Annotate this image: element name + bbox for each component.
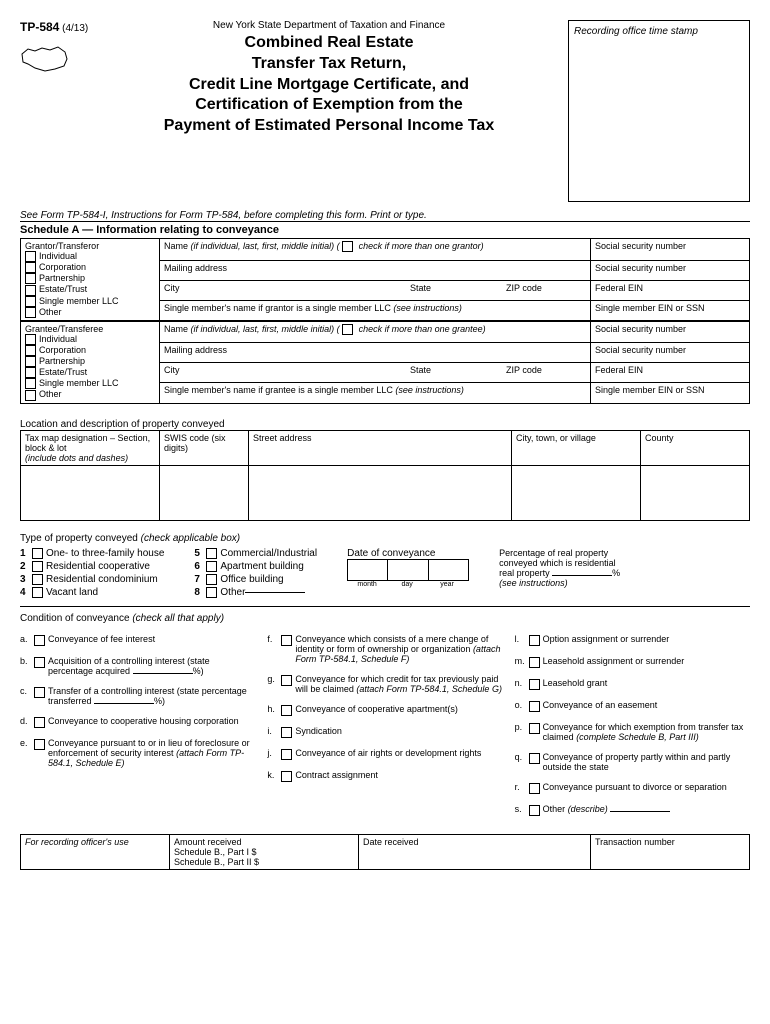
- grantee-estate-checkbox[interactable]: [25, 367, 36, 378]
- date-conveyance-input[interactable]: [347, 559, 469, 581]
- prop-5-checkbox[interactable]: [206, 548, 217, 559]
- cond-b-checkbox[interactable]: [34, 657, 45, 668]
- cond-g-checkbox[interactable]: [281, 675, 292, 686]
- prop-1-checkbox[interactable]: [32, 548, 43, 559]
- grantor-mailing[interactable]: Mailing address: [160, 260, 591, 280]
- conditions-header: Condition of conveyance: [20, 613, 130, 624]
- instructions: See Form TP-584-I, Instructions for Form…: [20, 210, 750, 221]
- form-date: (4/13): [62, 23, 88, 34]
- street-input[interactable]: [249, 465, 512, 520]
- multi-grantee-checkbox[interactable]: [342, 324, 353, 335]
- dept-name: New York State Department of Taxation an…: [90, 20, 568, 31]
- cond-d-checkbox[interactable]: [34, 717, 45, 728]
- recording-officer-label: For recording officer's use: [21, 834, 170, 869]
- cond-l-checkbox[interactable]: [529, 635, 540, 646]
- cond-s-input[interactable]: [610, 811, 670, 812]
- cond-p-checkbox[interactable]: [529, 723, 540, 734]
- grantor-corporation-checkbox[interactable]: [25, 262, 36, 273]
- transaction-number[interactable]: Transaction number: [591, 834, 750, 869]
- grantor-other-checkbox[interactable]: [25, 307, 36, 318]
- grantor-individual-checkbox[interactable]: [25, 251, 36, 262]
- cond-b-pct[interactable]: [133, 673, 193, 674]
- cond-k-checkbox[interactable]: [281, 771, 292, 782]
- grantee-ssn-1[interactable]: Social security number: [591, 321, 750, 343]
- taxmap-input[interactable]: [21, 465, 160, 520]
- cond-q-checkbox[interactable]: [529, 753, 540, 764]
- grantor-ssn-1[interactable]: Social security number: [591, 239, 750, 261]
- location-header: Location and description of property con…: [20, 419, 750, 430]
- form-id: TP-584: [20, 20, 59, 34]
- prop-3-checkbox[interactable]: [32, 574, 43, 585]
- cond-a-checkbox[interactable]: [34, 635, 45, 646]
- cond-e-checkbox[interactable]: [34, 739, 45, 750]
- cond-r-checkbox[interactable]: [529, 783, 540, 794]
- grantee-fein[interactable]: Federal EIN: [591, 363, 750, 383]
- prop-8-checkbox[interactable]: [206, 587, 217, 598]
- grantee-individual-checkbox[interactable]: [25, 334, 36, 345]
- grantee-ssn-2[interactable]: Social security number: [591, 343, 750, 363]
- sched-b1-amount[interactable]: Schedule B., Part I $: [174, 847, 354, 857]
- grantor-partnership-checkbox[interactable]: [25, 273, 36, 284]
- cond-c-checkbox[interactable]: [34, 687, 45, 698]
- cond-c-pct[interactable]: [94, 703, 154, 704]
- grantor-estate-checkbox[interactable]: [25, 285, 36, 296]
- citytown-input[interactable]: [512, 465, 641, 520]
- prop-other-input[interactable]: [245, 592, 305, 593]
- grantor-llc-checkbox[interactable]: [25, 296, 36, 307]
- grantee-partnership-checkbox[interactable]: [25, 356, 36, 367]
- cond-i-checkbox[interactable]: [281, 727, 292, 738]
- cond-m-checkbox[interactable]: [529, 657, 540, 668]
- pct-input[interactable]: [552, 575, 612, 576]
- grantee-member-ein[interactable]: Single member EIN or SSN: [591, 383, 750, 403]
- multi-grantor-checkbox[interactable]: [342, 241, 353, 252]
- location-table: Tax map designation – Section, block & l…: [20, 430, 750, 521]
- recording-table: For recording officer's use Amount recei…: [20, 834, 750, 870]
- timestamp-box: Recording office time stamp: [568, 20, 750, 202]
- cond-o-checkbox[interactable]: [529, 701, 540, 712]
- grantor-fein[interactable]: Federal EIN: [591, 280, 750, 300]
- ny-state-icon: [20, 44, 70, 74]
- prop-6-checkbox[interactable]: [206, 561, 217, 572]
- cond-h-checkbox[interactable]: [281, 705, 292, 716]
- grantee-mailing[interactable]: Mailing address: [160, 343, 591, 363]
- schedule-a-table: Grantor/Transferor Individual Corporatio…: [20, 238, 750, 404]
- prop-4-checkbox[interactable]: [32, 587, 43, 598]
- grantor-header: Grantor/Transferor: [25, 241, 155, 251]
- prop-2-checkbox[interactable]: [32, 561, 43, 572]
- proptype-header: Type of property conveyed: [20, 533, 138, 544]
- cond-j-checkbox[interactable]: [281, 749, 292, 760]
- swis-input[interactable]: [160, 465, 249, 520]
- grantee-corporation-checkbox[interactable]: [25, 345, 36, 356]
- date-conveyance-label: Date of conveyance: [347, 548, 469, 559]
- grantee-header: Grantee/Transferee: [25, 324, 155, 334]
- date-received[interactable]: Date received: [359, 834, 591, 869]
- county-input[interactable]: [641, 465, 750, 520]
- grantor-ssn-2[interactable]: Social security number: [591, 260, 750, 280]
- grantor-member-ein[interactable]: Single member EIN or SSN: [591, 300, 750, 321]
- grantee-other-checkbox[interactable]: [25, 390, 36, 401]
- schedule-a-header: Schedule A — Information relating to con…: [20, 221, 750, 236]
- grantee-llc-checkbox[interactable]: [25, 378, 36, 389]
- cond-f-checkbox[interactable]: [281, 635, 292, 646]
- cond-s-checkbox[interactable]: [529, 805, 540, 816]
- prop-7-checkbox[interactable]: [206, 574, 217, 585]
- cond-n-checkbox[interactable]: [529, 679, 540, 690]
- form-title: Combined Real Estate Transfer Tax Return…: [90, 33, 568, 137]
- sched-b2-amount[interactable]: Schedule B., Part II $: [174, 857, 354, 867]
